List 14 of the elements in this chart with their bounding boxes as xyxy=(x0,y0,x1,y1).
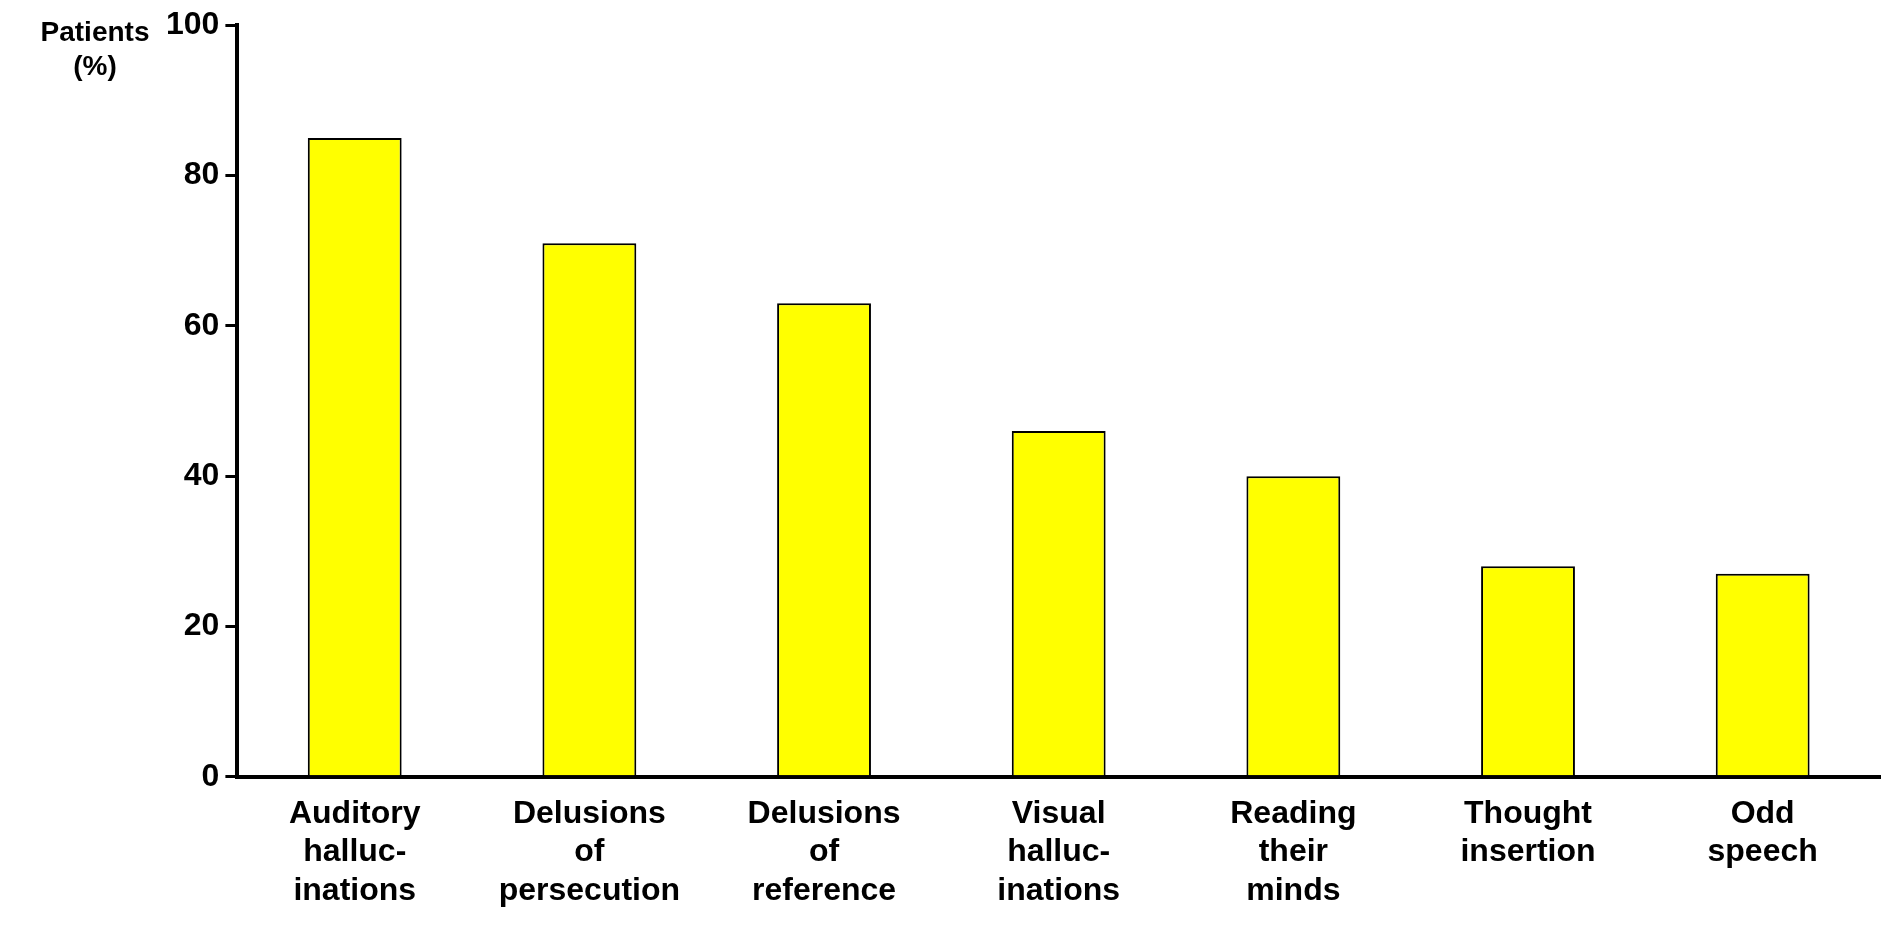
x-tick-label: Delusions of reference xyxy=(747,793,901,907)
y-tick-label: 20 xyxy=(183,606,220,643)
y-tick-label: 60 xyxy=(183,305,220,342)
y-tick-label: 40 xyxy=(183,455,220,492)
x-tick-label: Reading their minds xyxy=(1230,793,1357,907)
y-tick-label: 100 xyxy=(166,5,220,42)
x-tick-label: Odd speech xyxy=(1707,793,1818,869)
y-tick-label: 0 xyxy=(201,756,220,793)
x-tick-label: Thought insertion xyxy=(1460,793,1596,869)
x-tick-label: Delusions of persecution xyxy=(498,793,681,907)
x-tick-label: Auditory halluc- inations xyxy=(288,793,421,907)
y-tick-label: 80 xyxy=(183,155,220,192)
y-axis-title: Patients (%) xyxy=(40,15,150,81)
x-tick-label: Visual halluc- inations xyxy=(997,793,1121,907)
